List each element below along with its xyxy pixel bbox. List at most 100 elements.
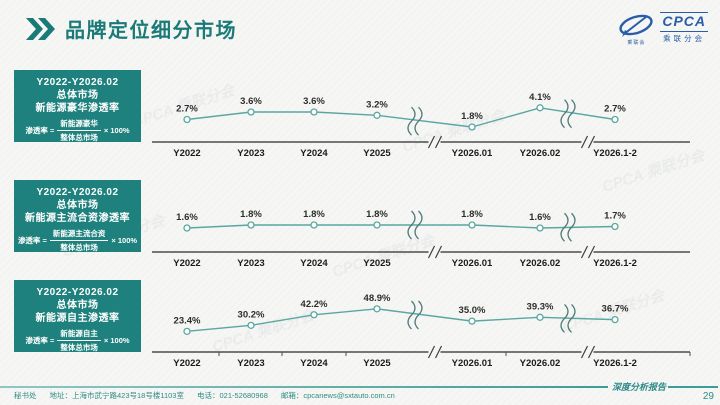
footer-rule-right xyxy=(668,386,718,388)
data-point xyxy=(247,321,255,330)
data-point xyxy=(611,115,619,124)
x-axis-label: Y2026.1-2 xyxy=(593,358,637,369)
x-axis-label: Y2023 xyxy=(237,258,264,269)
data-point xyxy=(247,221,255,229)
line-break-mark xyxy=(407,106,416,136)
data-point xyxy=(536,104,544,112)
formula-denominator: 整体总市场 xyxy=(60,343,98,353)
formula-fraction: 新能源主流合资 整体总市场 xyxy=(49,228,109,253)
axis-break-slash xyxy=(587,245,596,259)
axis-break-slash xyxy=(587,345,596,359)
x-axis-label: Y2025 xyxy=(363,258,391,269)
value-label: 2.7% xyxy=(176,104,198,115)
line-break-mark xyxy=(567,99,576,129)
axis-break-gap xyxy=(581,350,594,354)
data-point xyxy=(611,222,619,231)
x-axis-label: Y2025 xyxy=(363,358,391,369)
footer-phone: 电话：021-52680968 xyxy=(196,391,268,400)
value-label: 30.2% xyxy=(238,309,265,320)
data-point xyxy=(247,108,255,116)
formula-suffix: × 100% xyxy=(103,336,130,346)
formula-suffix: × 100% xyxy=(111,236,138,246)
x-axis-label: Y2026.02 xyxy=(520,358,561,369)
axis-break-slash xyxy=(434,345,443,359)
x-axis-label: Y2024 xyxy=(300,358,328,369)
cpca-swoosh-icon xyxy=(619,14,653,37)
data-point xyxy=(468,317,476,325)
formula-prefix: 渗透率 = xyxy=(17,236,47,246)
x-axis-label: Y2022 xyxy=(173,258,200,269)
x-axis-label: Y2024 xyxy=(300,258,328,269)
value-label: 1.8% xyxy=(303,209,325,220)
report-type-label: 深度分析报告 xyxy=(612,382,667,392)
value-label: 1.8% xyxy=(461,209,483,220)
value-label: 36.7% xyxy=(602,304,629,315)
data-point xyxy=(183,224,191,232)
metric-period: Y2022-Y2026.02 xyxy=(36,77,119,88)
formula-denominator: 整体总市场 xyxy=(60,243,98,253)
value-label: 48.9% xyxy=(364,293,391,304)
data-point xyxy=(310,221,318,229)
x-axis-label: Y2022 xyxy=(173,358,200,369)
formula-numerator: 新能源豪华 xyxy=(57,118,101,132)
axis-break-gap xyxy=(581,140,594,144)
axis-break-gap xyxy=(581,250,594,254)
x-axis-label: Y2026.02 xyxy=(520,258,561,269)
cpca-swoosh-label: 乘联会 xyxy=(627,40,646,46)
axis-break-slash xyxy=(427,135,436,149)
data-point xyxy=(373,111,381,119)
axis-break-slash xyxy=(434,135,443,149)
page-number: 29 xyxy=(702,391,714,402)
line-chart-joint-venture: 1.6% Y2022 1.8% Y2023 1.8% Y2024 1.8% Y2025 1.8%… xyxy=(152,209,690,269)
x-axis-label: Y2025 xyxy=(363,148,391,159)
axis-break-gap xyxy=(428,250,441,254)
chart-section-luxury: Y2022-Y2026.02 总体市场 新能源豪华渗透率 渗透率 = 新能源豪华… xyxy=(0,62,720,172)
axis-break-slash xyxy=(427,245,436,259)
data-point xyxy=(183,115,191,124)
value-label: 3.6% xyxy=(240,96,262,107)
x-axis-label: Y2026.02 xyxy=(520,148,561,159)
x-axis-label: Y2022 xyxy=(173,148,200,159)
value-label: 1.8% xyxy=(240,209,262,220)
penetration-formula: 渗透率 = 新能源自主 整体总市场 × 100% xyxy=(14,328,141,353)
metric-market: 总体市场 xyxy=(56,89,99,101)
data-point xyxy=(183,327,191,336)
line-break-mark xyxy=(560,99,569,129)
line-break-mark xyxy=(567,304,576,333)
metric-box: Y2022-Y2026.02 总体市场 新能源豪华渗透率 渗透率 = 新能源豪华… xyxy=(14,70,141,142)
line-break-mark xyxy=(560,304,569,333)
footer-secretariat: 秘书处 xyxy=(14,391,37,400)
chart-section-domestic: Y2022-Y2026.02 总体市场 新能源自主渗透率 渗透率 = 新能源自主… xyxy=(0,272,720,382)
data-point xyxy=(611,315,619,324)
axis-break-slash xyxy=(580,245,589,259)
data-point xyxy=(536,313,544,321)
x-axis-label: Y2026.1-2 xyxy=(593,258,637,269)
data-point xyxy=(468,123,476,131)
value-label: 1.6% xyxy=(529,212,551,223)
value-label: 1.7% xyxy=(604,211,626,222)
x-axis-label: Y2026.01 xyxy=(452,148,493,159)
value-label: 39.3% xyxy=(527,301,554,312)
line-break-mark xyxy=(407,210,416,240)
cpca-logo-subtitle: 乘联分会 xyxy=(663,33,706,43)
line-break-mark xyxy=(414,300,423,330)
axis-break-slash xyxy=(587,135,596,149)
x-axis-label: Y2026.01 xyxy=(452,358,493,369)
formula-fraction: 新能源自主 整体总市场 xyxy=(57,328,101,353)
x-axis-label: Y2023 xyxy=(237,148,264,159)
cpca-logo-name: CPCA xyxy=(660,12,708,32)
metric-box: Y2022-Y2026.02 总体市场 新能源主流合资渗透率 渗透率 = 新能源… xyxy=(14,180,141,252)
x-axis-label: Y2023 xyxy=(237,358,264,369)
line-chart-luxury: 2.7% Y2022 3.6% Y2023 3.6% Y2024 3.2% Y2025 1.8%… xyxy=(152,92,690,159)
formula-denominator: 整体总市场 xyxy=(60,133,98,143)
chart-section-joint-venture: Y2022-Y2026.02 总体市场 新能源主流合资渗透率 渗透率 = 新能源… xyxy=(0,172,720,282)
x-axis-label: Y2026.01 xyxy=(452,258,493,269)
value-label: 23.4% xyxy=(174,315,201,326)
line-break-mark xyxy=(560,212,569,242)
axis-break-slash xyxy=(580,135,589,149)
page-title: 品牌定位细分市场 xyxy=(65,20,237,42)
footer-contact: 秘书处 地址：上海市武宁路423号18号楼1103室 电话：021-526809… xyxy=(14,390,395,401)
data-point xyxy=(536,224,544,232)
axis-break-gap xyxy=(428,350,441,354)
formula-suffix: × 100% xyxy=(103,126,130,136)
